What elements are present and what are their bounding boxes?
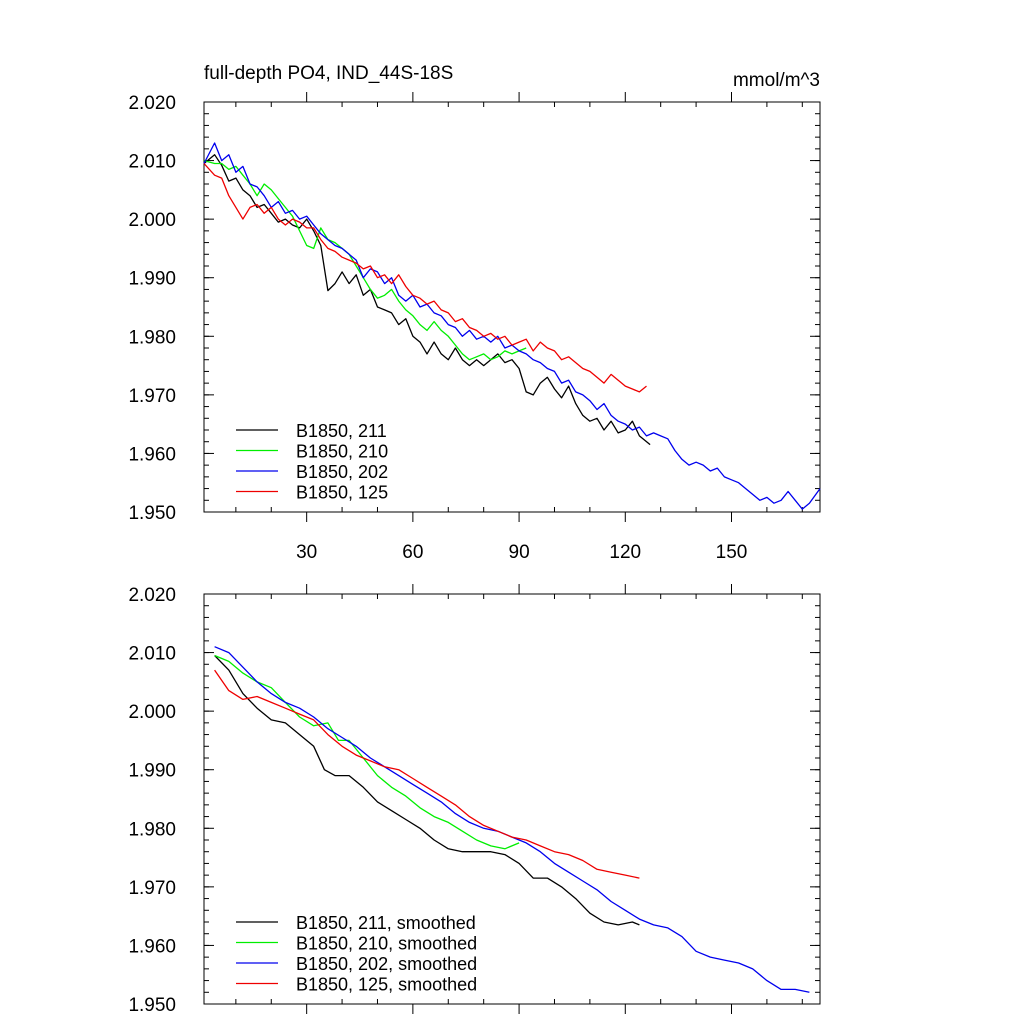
y-tick-label: 2.020 bbox=[128, 585, 176, 606]
y-tick-label: 2.000 bbox=[128, 702, 176, 723]
series-line-2 bbox=[203, 159, 527, 361]
legend-label: B1850, 202, smoothed bbox=[296, 954, 477, 974]
legend-label: B1850, 211, smoothed bbox=[296, 913, 476, 933]
legend-label: B1850, 125 bbox=[296, 483, 388, 503]
series-line-1 bbox=[203, 154, 651, 446]
legend-label: B1850, 202 bbox=[296, 462, 388, 482]
y-tick-label: 1.980 bbox=[128, 819, 176, 840]
legend-label: B1850, 211 bbox=[296, 421, 387, 441]
x-tick-label: 90 bbox=[509, 542, 530, 563]
legend-label: B1850, 210 bbox=[296, 442, 388, 462]
y-tick-label: 2.010 bbox=[128, 152, 176, 173]
series-line-4 bbox=[214, 669, 640, 879]
y-tick-label: 1.980 bbox=[128, 327, 176, 348]
y-tick-label: 2.020 bbox=[128, 93, 176, 114]
y-tick-label: 1.970 bbox=[128, 386, 176, 407]
series-line-4 bbox=[203, 163, 647, 393]
x-tick-label: 120 bbox=[609, 542, 641, 563]
y-tick-label: 1.960 bbox=[128, 444, 176, 465]
y-tick-label: 1.950 bbox=[128, 995, 176, 1016]
units-label: mmol/m^3 bbox=[732, 70, 820, 91]
x-tick-label: 60 bbox=[402, 542, 423, 563]
plot-frame bbox=[203, 593, 821, 1005]
y-tick-label: 2.010 bbox=[128, 644, 176, 665]
y-tick-label: 1.990 bbox=[128, 761, 176, 782]
plot-frame bbox=[203, 101, 821, 513]
legend-label: B1850, 210, smoothed bbox=[296, 934, 477, 954]
y-tick-label: 1.970 bbox=[128, 878, 176, 899]
x-tick-label: 30 bbox=[296, 542, 317, 563]
y-tick-label: 1.990 bbox=[128, 269, 176, 290]
series-line-1 bbox=[214, 655, 640, 926]
y-tick-label: 1.950 bbox=[128, 503, 176, 524]
plot-panel-2: 1.950 1.960 1.970 1.980 1.990 2.000 2.010 2.020… bbox=[128, 584, 821, 1016]
x-tick-label: 150 bbox=[716, 542, 748, 563]
y-tick-label: 2.000 bbox=[128, 210, 176, 231]
legend-label: B1850, 125, smoothed bbox=[296, 975, 477, 995]
chart-title: full-depth PO4, IND_44S-18S bbox=[204, 63, 454, 84]
y-tick-label: 1.960 bbox=[128, 936, 176, 957]
plot-panel-1: 1.950 1.960 1.970 1.980 1.990 2.000 2.010 2.020… bbox=[128, 92, 821, 563]
